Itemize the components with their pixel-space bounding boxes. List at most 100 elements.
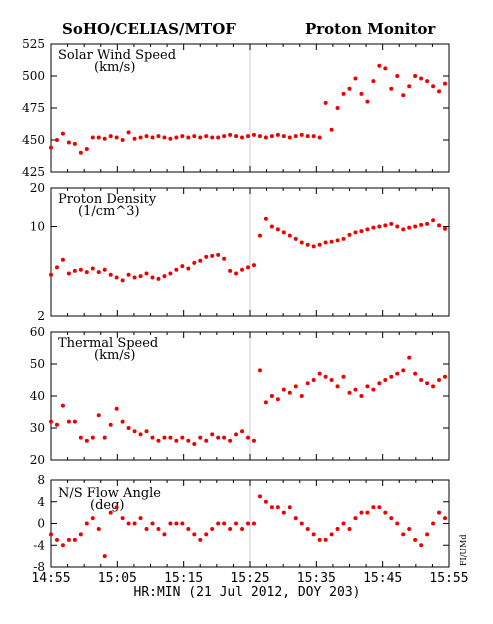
ns-flow-angle-ytick-label: -8 bbox=[33, 560, 45, 574]
proton-density-point bbox=[102, 267, 107, 272]
proton-density-point bbox=[317, 242, 322, 247]
ns-flow-angle-point bbox=[144, 526, 149, 531]
solar-wind-speed-point bbox=[365, 99, 370, 104]
ns-flow-angle-point bbox=[150, 521, 155, 526]
thermal-speed-point bbox=[353, 387, 358, 392]
ns-flow-angle-point bbox=[246, 521, 251, 526]
proton-density-point bbox=[192, 260, 197, 265]
proton-density-ytick-label: 10 bbox=[30, 220, 45, 234]
solar-wind-speed-point bbox=[335, 106, 340, 110]
thermal-speed-point bbox=[293, 384, 298, 389]
proton-density-point bbox=[365, 227, 370, 232]
solar-wind-speed-point bbox=[347, 86, 352, 91]
proton-density-point bbox=[281, 230, 286, 235]
thermal-speed-point bbox=[299, 394, 304, 398]
proton-density-point bbox=[114, 275, 119, 280]
proton-density-point bbox=[186, 266, 191, 271]
ns-flow-angle-point bbox=[413, 537, 418, 542]
proton-density-point bbox=[78, 267, 83, 272]
solar-wind-speed-point bbox=[156, 134, 161, 139]
ns-flow-angle-point bbox=[186, 526, 191, 531]
solar-wind-speed-point bbox=[114, 135, 119, 140]
thermal-speed-ytick-label: 40 bbox=[30, 389, 45, 403]
solar-wind-speed-point bbox=[323, 100, 328, 105]
solar-wind-speed-point bbox=[150, 135, 155, 140]
solar-wind-speed-unit: (km/s) bbox=[94, 60, 135, 75]
side-credit: FI/UMd bbox=[459, 535, 468, 566]
proton-density-point bbox=[126, 272, 131, 277]
proton-density-point bbox=[198, 258, 203, 263]
ns-flow-angle-point bbox=[257, 494, 262, 499]
proton-density-point bbox=[234, 271, 239, 276]
ns-flow-angle-point bbox=[72, 537, 77, 542]
thermal-speed-ytick-label: 60 bbox=[30, 325, 45, 339]
thermal-speed-point bbox=[156, 438, 161, 443]
thermal-speed-point bbox=[431, 384, 436, 389]
thermal-speed-point bbox=[281, 387, 286, 392]
ns-flow-angle-point bbox=[371, 505, 376, 510]
ns-flow-angle-point bbox=[407, 526, 412, 531]
thermal-speed-point bbox=[132, 429, 137, 434]
solar-wind-speed-point bbox=[240, 135, 245, 140]
thermal-speed-point bbox=[60, 403, 65, 408]
solar-wind-speed-point bbox=[66, 140, 71, 145]
proton-density-point bbox=[204, 254, 209, 259]
solar-wind-speed-point bbox=[222, 134, 227, 139]
thermal-speed-point bbox=[192, 442, 197, 446]
proton-density-point bbox=[401, 227, 406, 232]
solar-wind-speed-point bbox=[431, 84, 436, 89]
solar-wind-speed-point bbox=[257, 134, 262, 139]
proton-density-point bbox=[210, 253, 215, 258]
proton-density-point bbox=[108, 272, 113, 277]
proton-density-point bbox=[275, 227, 280, 232]
solar-wind-speed-point bbox=[269, 134, 274, 139]
proton-density-point bbox=[150, 275, 155, 280]
thermal-speed-point bbox=[228, 438, 233, 443]
instrument-title: SoHO/CELIAS/MTOF bbox=[62, 20, 236, 38]
solar-wind-speed-point bbox=[329, 127, 334, 132]
ns-flow-angle-point bbox=[305, 526, 310, 531]
ns-flow-angle-point bbox=[102, 554, 107, 559]
proton-density-point bbox=[425, 221, 430, 226]
solar-wind-speed-point bbox=[341, 91, 346, 96]
ns-flow-angle-point bbox=[401, 532, 406, 537]
ns-flow-angle-point bbox=[108, 510, 113, 515]
thermal-speed-point bbox=[96, 413, 101, 418]
solar-wind-speed-point bbox=[126, 130, 131, 135]
proton-density-point bbox=[240, 267, 245, 272]
ns-flow-angle-point bbox=[443, 516, 448, 521]
ns-flow-angle-ytick-label: 0 bbox=[37, 517, 45, 531]
proton-density-point bbox=[323, 240, 328, 245]
proton-density-point bbox=[335, 238, 340, 243]
solar-wind-speed-point bbox=[359, 91, 364, 96]
solar-wind-speed-point bbox=[216, 135, 221, 140]
thermal-speed-point bbox=[425, 381, 430, 386]
thermal-speed-point bbox=[174, 438, 179, 443]
ns-flow-angle-point bbox=[126, 521, 131, 526]
thermal-speed-point bbox=[251, 438, 256, 443]
solar-wind-speed-point bbox=[443, 81, 448, 86]
solar-wind-speed-point bbox=[371, 79, 376, 84]
ns-flow-angle-point bbox=[96, 526, 101, 531]
solar-wind-speed-point bbox=[246, 134, 251, 139]
ns-flow-angle-point bbox=[114, 505, 119, 510]
proton-density-point bbox=[329, 239, 334, 244]
proton-density-panel: 2 10 20 Proton Density(1/cm^3) bbox=[30, 181, 450, 323]
solar-wind-speed-panel: 425 450 475 500 525 Solar Wind Speed(km/s) bbox=[22, 37, 450, 179]
ns-flow-angle-point bbox=[138, 516, 143, 521]
thermal-speed-point bbox=[186, 438, 191, 443]
thermal-speed-point bbox=[335, 384, 340, 389]
solar-wind-speed-point bbox=[299, 132, 304, 137]
ns-flow-angle-point bbox=[204, 532, 209, 537]
solar-wind-speed-title: Solar Wind Speed bbox=[58, 48, 176, 63]
ns-flow-angle-point bbox=[180, 521, 185, 526]
thermal-speed-panel: 20 30 40 50 60 Thermal Speed(km/s) bbox=[30, 325, 450, 467]
thermal-speed-point bbox=[269, 394, 274, 398]
thermal-speed-point bbox=[114, 406, 119, 411]
proton-density-point bbox=[246, 265, 251, 270]
proton-density-point bbox=[311, 244, 316, 249]
proton-density-point bbox=[54, 265, 59, 270]
ns-flow-angle-point bbox=[222, 521, 227, 526]
thermal-speed-point bbox=[359, 394, 364, 398]
ns-flow-angle-point bbox=[389, 516, 394, 521]
